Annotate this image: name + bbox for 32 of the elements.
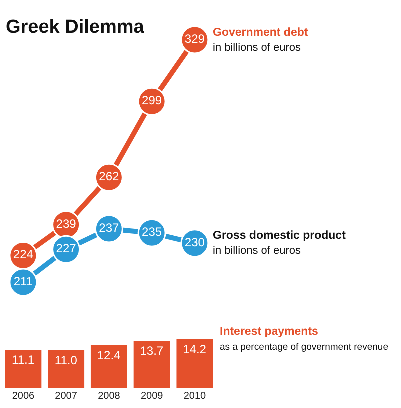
x-tick-label: 2006 xyxy=(12,391,35,402)
series-label: Government debt xyxy=(213,27,308,39)
data-label: 235 xyxy=(142,225,162,240)
data-label: 299 xyxy=(142,94,162,108)
data-label: 14.2 xyxy=(183,342,207,356)
data-label: 11.0 xyxy=(54,353,78,368)
annotation: in billions of euros xyxy=(213,245,302,257)
bar xyxy=(90,345,128,388)
bar xyxy=(48,350,85,388)
x-tick-label: 2008 xyxy=(98,391,121,402)
x-tick-label: 2010 xyxy=(184,391,206,402)
data-label: 224 xyxy=(13,248,34,262)
data-label: 230 xyxy=(184,235,206,250)
data-label: 329 xyxy=(184,32,206,46)
data-label: 12.4 xyxy=(97,348,122,362)
data-label: 211 xyxy=(14,274,34,288)
data-label: 227 xyxy=(56,242,77,256)
x-tick-label: 2009 xyxy=(140,391,164,402)
bar xyxy=(5,350,42,388)
chart-title: Greek Dilemma xyxy=(6,17,145,38)
bar xyxy=(134,341,170,388)
bar xyxy=(176,339,214,388)
annotation: in billions of euros xyxy=(213,42,302,54)
x-tick-label: 2007 xyxy=(55,391,78,402)
annotation: as a percentage of government revenue xyxy=(220,342,388,353)
series-label: Interest payments xyxy=(220,326,318,338)
data-label: 13.7 xyxy=(140,344,164,358)
data-label: 262 xyxy=(99,170,120,184)
data-label: 237 xyxy=(99,221,120,236)
data-label: 239 xyxy=(56,216,77,231)
series-label: Gross domestic product xyxy=(213,230,346,242)
data-label: 11.1 xyxy=(12,352,35,367)
